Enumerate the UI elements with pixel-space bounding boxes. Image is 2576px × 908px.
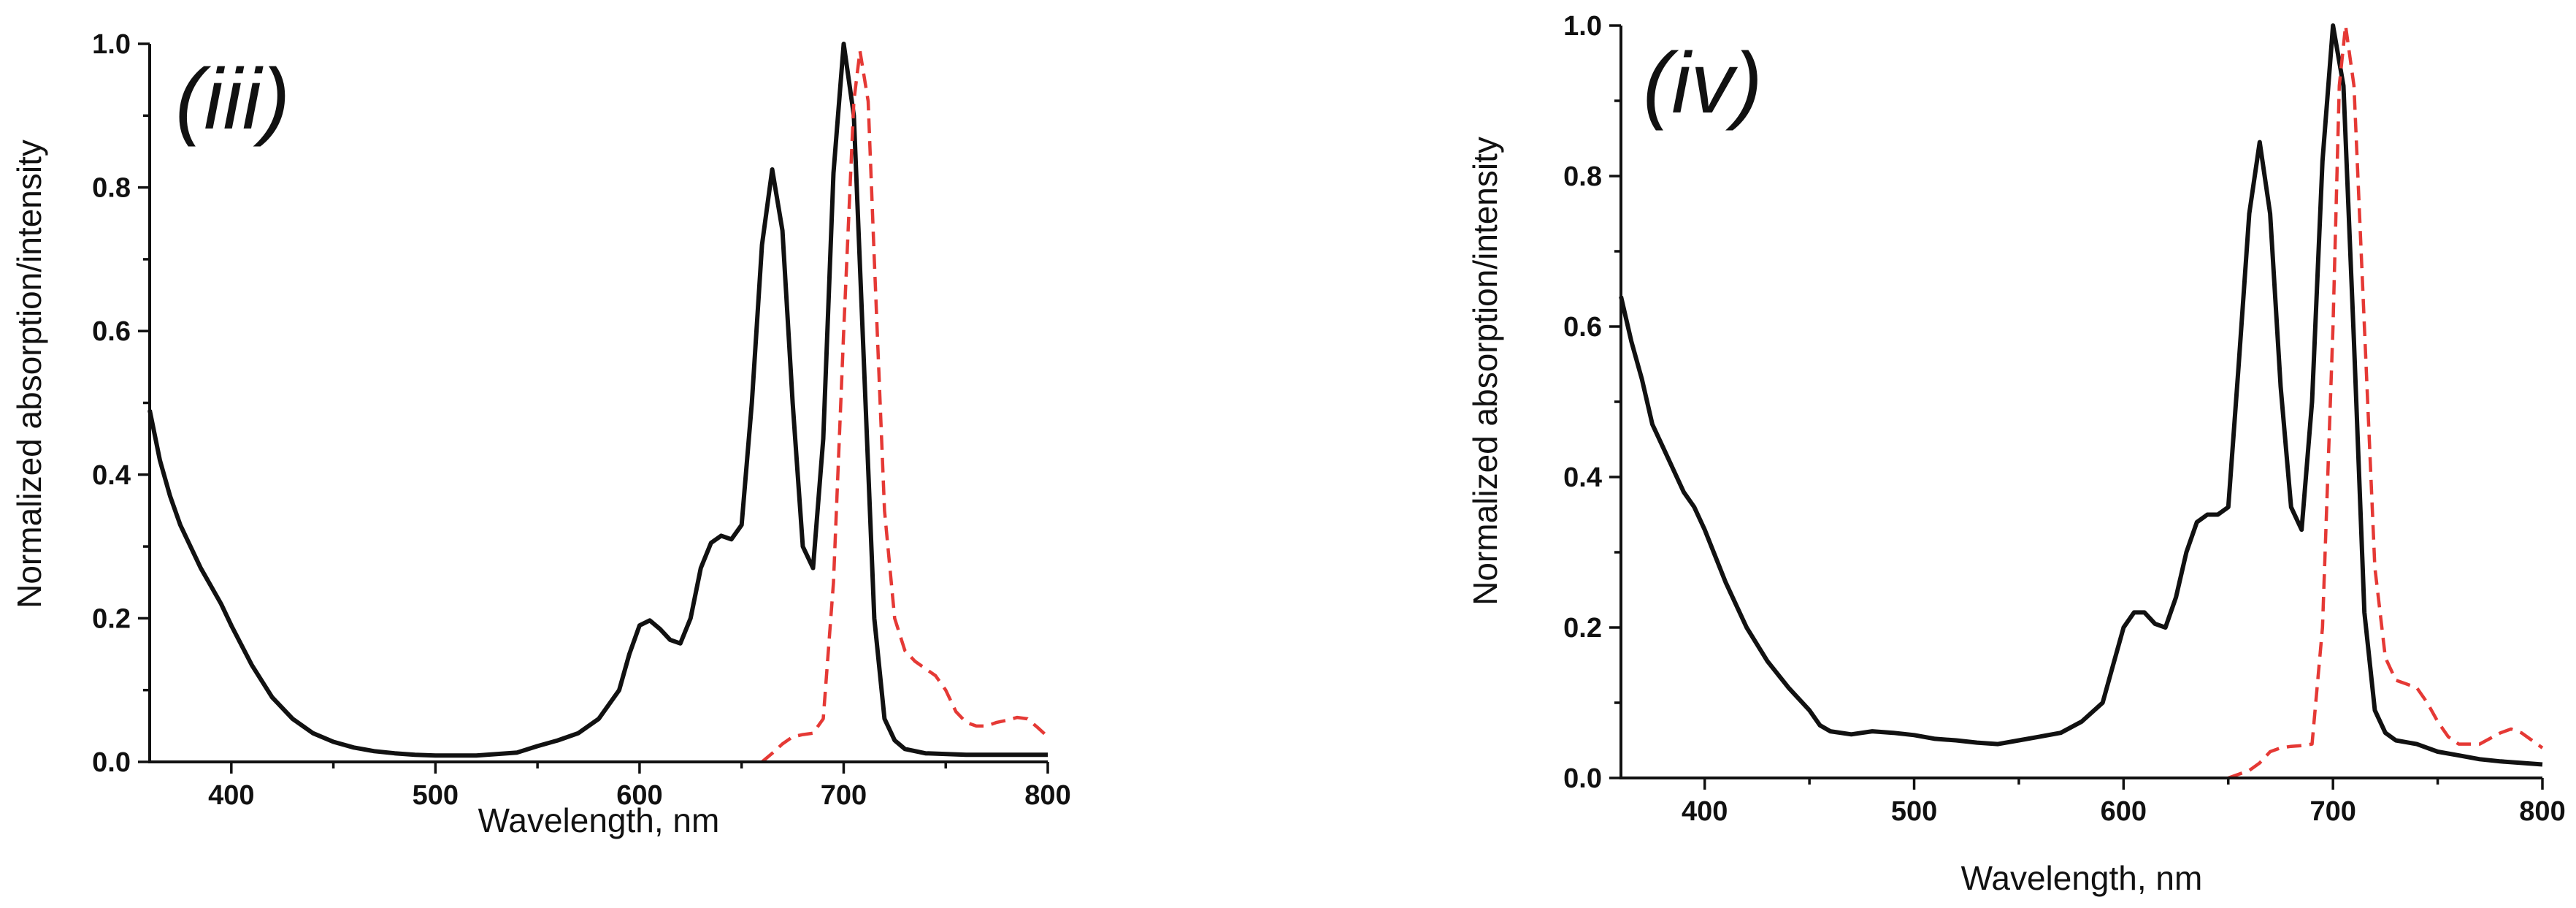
panel-label: (iii) (175, 51, 290, 148)
x-tick-label: 600 (2101, 796, 2147, 827)
x-tick-label: 800 (2519, 796, 2565, 827)
x-tick-label: 700 (2309, 796, 2355, 827)
y-tick-label: 0.6 (92, 316, 131, 347)
x-tick-label: 800 (1024, 780, 1070, 811)
series-absorption-line (147, 42, 1048, 758)
series-emission-line (761, 49, 1049, 763)
y-tick-label: 0.8 (92, 173, 131, 204)
y-tick-label: 0.2 (92, 603, 131, 634)
y-axis-label: Normalized absorption/intensity (10, 140, 48, 608)
y-tick-label: 0.8 (1563, 161, 1602, 192)
chart-panel-iv: 400 500 600 700 800 0.0 0.2 0.4 0.6 0.8 1.0 (iv) W… (1466, 11, 2566, 897)
x-tick-label: 700 (821, 780, 867, 811)
x-tick-label: 600 (616, 780, 662, 811)
x-axis-label: Wavelength, nm (478, 801, 720, 839)
y-tick-label: 1.0 (92, 29, 131, 60)
x-tick-label: 400 (1682, 796, 1728, 827)
panel-label: (iv) (1643, 35, 1763, 131)
y-tick-label: 0.0 (92, 747, 131, 778)
y-axis-label: Normalized absorption/intensity (1466, 137, 1504, 606)
y-tick-label: 0.6 (1563, 312, 1602, 343)
x-tick-label: 500 (413, 780, 459, 811)
x-tick-label: 400 (208, 780, 254, 811)
series-emission-line (2228, 23, 2544, 780)
y-tick-label: 1.0 (1563, 11, 1602, 42)
x-axis-label: Wavelength, nm (1961, 859, 2203, 897)
y-tick-label: 0.4 (92, 460, 131, 491)
x-tick-label: 500 (1891, 796, 1937, 827)
y-tick-label: 0.2 (1563, 613, 1602, 644)
y-tick-label: 0.4 (1563, 462, 1602, 493)
series-absorption-line (1619, 23, 2543, 767)
y-tick-label: 0.0 (1563, 763, 1602, 794)
